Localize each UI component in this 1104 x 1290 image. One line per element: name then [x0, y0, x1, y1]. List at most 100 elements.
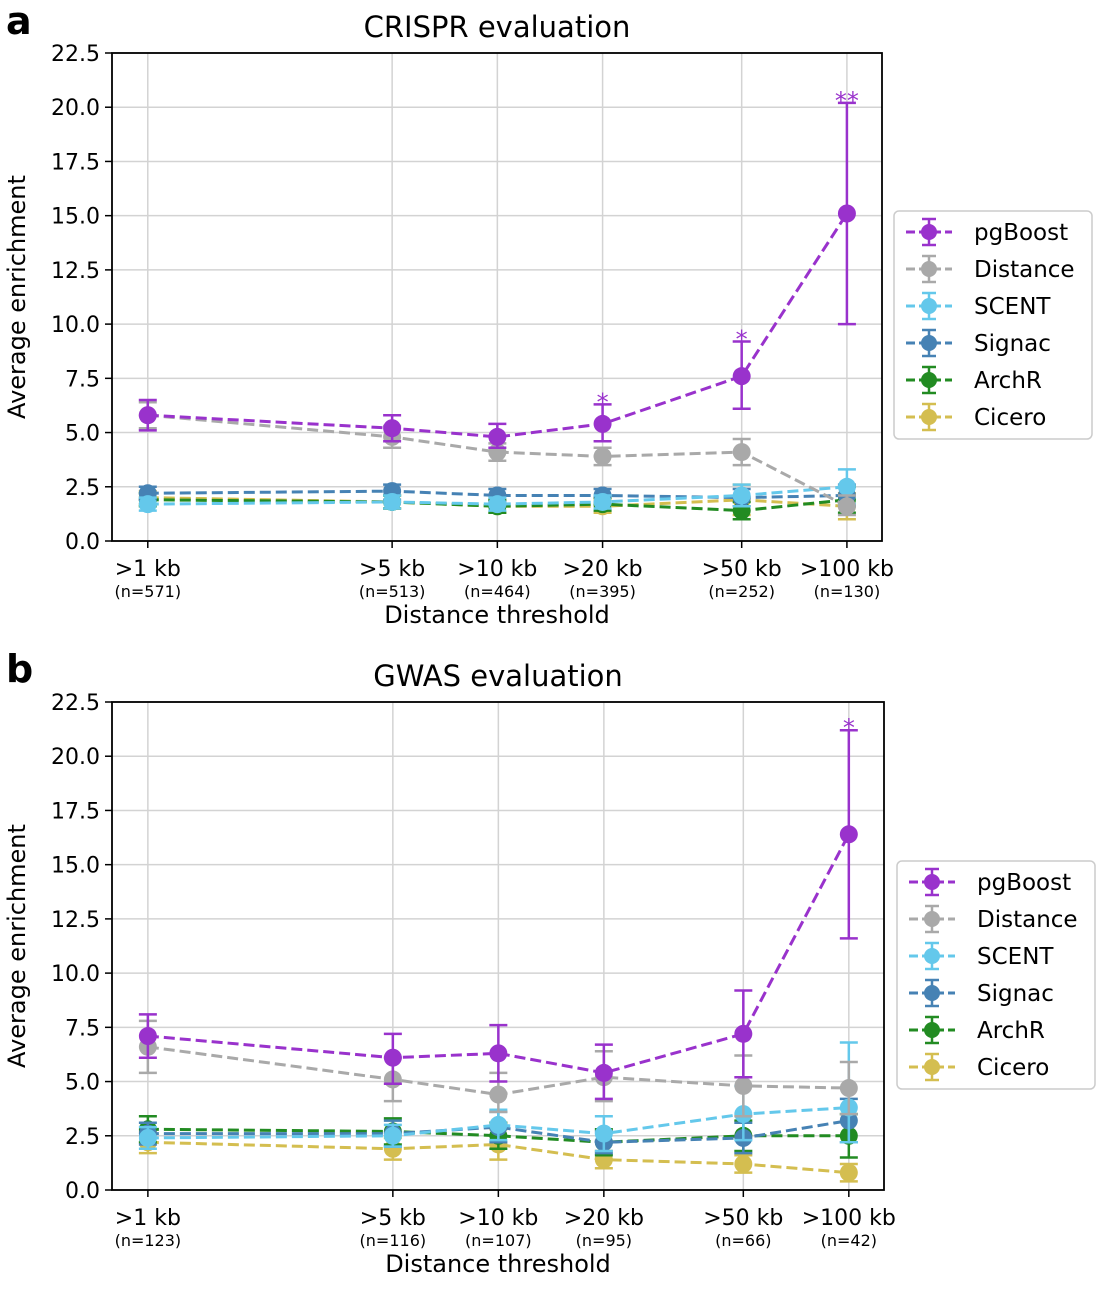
data-point	[593, 447, 612, 466]
legend-label: ArchR	[974, 368, 1042, 394]
y-tick-label: 10.0	[51, 962, 100, 987]
data-point	[837, 497, 856, 516]
x-tick-label: >20 kb	[563, 557, 643, 582]
y-axis-label: Average enrichment	[3, 824, 31, 1068]
series-scent	[138, 468, 856, 514]
x-tick-label: >5 kb	[359, 557, 425, 582]
x-tick-n-label: (n=395)	[569, 582, 636, 601]
y-tick-label: 15.0	[51, 854, 100, 879]
y-tick-label: 12.5	[51, 259, 100, 284]
x-tick-label: >50 kb	[703, 1206, 783, 1231]
data-point	[138, 1027, 157, 1046]
x-tick-label: >10 kb	[457, 557, 537, 582]
y-tick-label: 2.5	[65, 476, 100, 501]
legend-marker	[921, 298, 937, 314]
x-tick-n-label: (n=252)	[708, 582, 775, 601]
legend-box	[896, 860, 1096, 1090]
chart-title: CRISPR evaluation	[364, 10, 631, 44]
legend-label: SCENT	[974, 294, 1051, 320]
series-scent	[138, 1041, 858, 1153]
legend-item: SCENT	[906, 291, 1051, 321]
y-tick-label: 22.5	[51, 42, 100, 67]
y-tick-label: 22.5	[51, 691, 100, 716]
y-tick-label: 12.5	[51, 908, 100, 933]
x-axis-label: Distance threshold	[384, 601, 610, 629]
series-line	[147, 485, 848, 506]
panel-b: b GWAS evaluation 0.0 2.5 5.0 7.5 10.0 12.5 15.…	[0, 650, 1104, 1290]
legend-item: ArchR	[906, 365, 1042, 395]
data-point	[383, 1126, 402, 1145]
gwas-chart: GWAS evaluation 0.0 2.5 5.0 7.5 10.0 12.5 15.0 1…	[3, 659, 1096, 1278]
y-tick-label: 5.0	[65, 422, 100, 447]
series-line	[147, 1106, 849, 1140]
data-point	[489, 1085, 508, 1104]
legend-item: Cicero	[906, 402, 1046, 432]
legend-marker	[924, 1059, 940, 1075]
data-point	[488, 427, 507, 446]
significance-star: **	[835, 87, 859, 115]
x-tick-label: >50 kb	[702, 557, 782, 582]
data-point	[383, 492, 402, 511]
crispr-chart: CRISPR evaluation 0.0 2.5 5.0 7.5 10.0 12.5 15.…	[3, 10, 1093, 629]
y-tick-label: 17.5	[51, 150, 100, 175]
x-tick-n-label: (n=42)	[821, 1231, 877, 1250]
legend-item: Distance	[909, 904, 1078, 934]
panel-letter: a	[6, 0, 32, 43]
panel-letter: b	[6, 647, 34, 691]
x-tick-n-label: (n=571)	[114, 582, 181, 601]
data-point	[732, 367, 751, 386]
legend-item: ArchR	[909, 1015, 1045, 1045]
x-tick-label: >100 kb	[800, 557, 894, 582]
series-pgboost: ****	[138, 87, 859, 449]
x-tick-n-label: (n=107)	[465, 1231, 532, 1250]
y-tick-label: 10.0	[51, 313, 100, 338]
series-pgboost: *	[138, 714, 858, 1101]
legend-label: ArchR	[977, 1018, 1045, 1044]
x-tick-n-label: (n=116)	[360, 1231, 427, 1250]
data-point	[138, 406, 157, 425]
legend-item: pgBoost	[909, 867, 1071, 897]
series-line	[147, 212, 849, 439]
data-point	[138, 1128, 157, 1147]
chart-title: GWAS evaluation	[373, 659, 623, 693]
x-tick-n-label: (n=130)	[814, 582, 881, 601]
data-point	[839, 825, 858, 844]
legend-marker	[924, 985, 940, 1001]
legend-label: pgBoost	[974, 220, 1068, 246]
x-tick-n-label: (n=66)	[715, 1231, 771, 1250]
legend-item: Cicero	[909, 1052, 1049, 1082]
legend-label: Cicero	[974, 405, 1046, 431]
legend-item: Signac	[906, 328, 1051, 358]
data-point	[593, 414, 612, 433]
legend-label: Distance	[974, 257, 1075, 283]
data-point	[383, 419, 402, 438]
data-point	[383, 1048, 402, 1067]
legend: pgBoost Distance SCENT Signac ArchR Cicero	[896, 860, 1096, 1090]
y-tick-label: 0.0	[65, 1179, 100, 1204]
data-point	[734, 1024, 753, 1043]
data-point	[734, 1076, 753, 1095]
x-tick-label: >100 kb	[802, 1206, 896, 1231]
legend-item: Distance	[906, 254, 1075, 284]
x-tick-n-label: (n=123)	[115, 1231, 182, 1250]
significance-star: *	[736, 325, 748, 353]
plot-frame	[111, 701, 885, 1191]
data-point	[488, 495, 507, 514]
x-tick-n-label: (n=513)	[359, 582, 426, 601]
x-tick-label: >10 kb	[458, 1206, 538, 1231]
y-tick-label: 5.0	[65, 1071, 100, 1096]
y-tick-label: 7.5	[65, 367, 100, 392]
x-tick-label: >20 kb	[564, 1206, 644, 1231]
legend-label: pgBoost	[977, 870, 1071, 896]
series-line	[147, 833, 851, 1075]
data-point	[732, 443, 751, 462]
data-point	[489, 1115, 508, 1134]
data-point	[732, 486, 751, 505]
series-line	[147, 498, 848, 513]
legend-marker	[924, 948, 940, 964]
y-axis-label: Average enrichment	[3, 175, 31, 419]
legend-item: pgBoost	[906, 217, 1068, 247]
significance-star: *	[597, 388, 609, 416]
x-tick-label: >5 kb	[360, 1206, 426, 1231]
legend-item: SCENT	[909, 941, 1054, 971]
